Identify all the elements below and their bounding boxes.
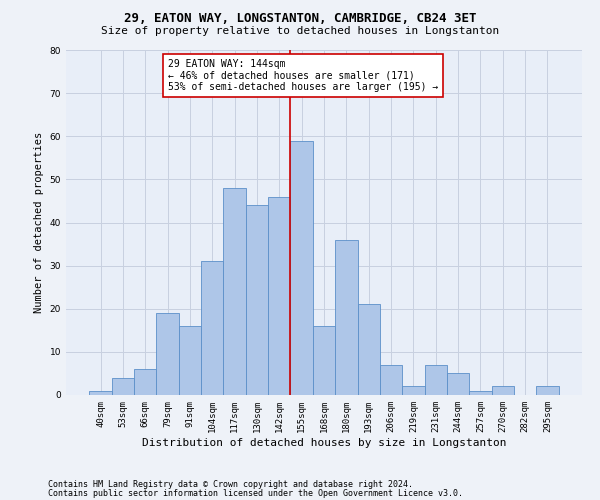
Y-axis label: Number of detached properties: Number of detached properties bbox=[34, 132, 44, 313]
Bar bbox=[112, 378, 134, 395]
Bar bbox=[157, 313, 179, 395]
Bar bbox=[268, 196, 290, 395]
Text: Size of property relative to detached houses in Longstanton: Size of property relative to detached ho… bbox=[101, 26, 499, 36]
Bar bbox=[179, 326, 201, 395]
Bar bbox=[134, 369, 157, 395]
Bar bbox=[447, 374, 469, 395]
Bar bbox=[425, 365, 447, 395]
Bar bbox=[89, 390, 112, 395]
Text: 29, EATON WAY, LONGSTANTON, CAMBRIDGE, CB24 3ET: 29, EATON WAY, LONGSTANTON, CAMBRIDGE, C… bbox=[124, 12, 476, 26]
Bar bbox=[290, 140, 313, 395]
Text: Contains public sector information licensed under the Open Government Licence v3: Contains public sector information licen… bbox=[48, 488, 463, 498]
Bar bbox=[335, 240, 358, 395]
Text: Contains HM Land Registry data © Crown copyright and database right 2024.: Contains HM Land Registry data © Crown c… bbox=[48, 480, 413, 489]
Bar bbox=[491, 386, 514, 395]
Bar bbox=[380, 365, 402, 395]
Bar bbox=[358, 304, 380, 395]
Bar bbox=[246, 205, 268, 395]
Bar bbox=[469, 390, 491, 395]
Bar bbox=[201, 262, 223, 395]
Bar bbox=[402, 386, 425, 395]
X-axis label: Distribution of detached houses by size in Longstanton: Distribution of detached houses by size … bbox=[142, 438, 506, 448]
Bar bbox=[536, 386, 559, 395]
Bar bbox=[313, 326, 335, 395]
Text: 29 EATON WAY: 144sqm
← 46% of detached houses are smaller (171)
53% of semi-deta: 29 EATON WAY: 144sqm ← 46% of detached h… bbox=[167, 58, 438, 92]
Bar bbox=[223, 188, 246, 395]
